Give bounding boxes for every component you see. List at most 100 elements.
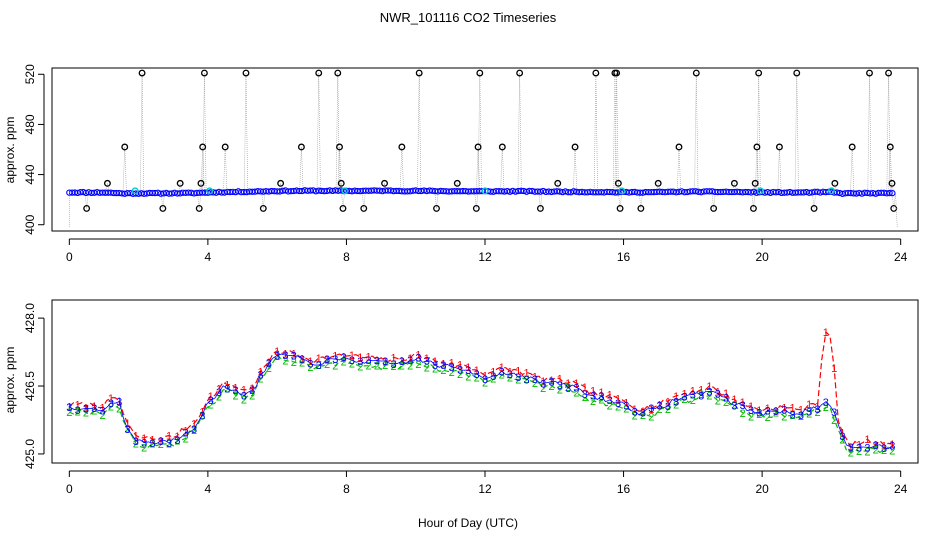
bottom-series-marker-2: 2 [257, 374, 263, 386]
bottom-series-marker-1: 1 [133, 430, 139, 442]
bottom-series-marker-3: 3 [407, 355, 413, 367]
bottom-series-marker-3: 3 [632, 406, 638, 418]
bottom-series-marker-3: 3 [598, 391, 604, 403]
top-outlier-spike [657, 183, 661, 193]
bottom-series-marker-3: 3 [540, 378, 546, 390]
x-axis-label: Hour of Day (UTC) [418, 516, 518, 530]
bottom-series-marker-2: 2 [100, 410, 106, 422]
bottom-series-marker-3: 3 [83, 403, 89, 415]
top-outlier-spike [339, 146, 342, 191]
top-outlier-spike [555, 183, 559, 192]
bottom-series-marker-1: 1 [449, 357, 455, 369]
bottom-series-marker-3: 3 [615, 398, 621, 410]
bottom-y-tick-label: 428.0 [23, 303, 37, 333]
top-outlier-spike [399, 146, 403, 191]
bottom-series-marker-1: 1 [698, 385, 704, 397]
bottom-series-marker-2: 2 [864, 446, 870, 458]
bottom-series-marker-2: 2 [341, 356, 347, 368]
bottom-series-marker-2: 2 [216, 392, 222, 404]
bottom-series-marker-3: 3 [790, 410, 796, 422]
top-data-point [889, 189, 896, 197]
top-flagged-point [131, 187, 139, 195]
bottom-series-marker-3: 3 [316, 360, 322, 372]
top-outlier-point [616, 204, 624, 212]
top-outlier-spike [500, 146, 503, 192]
top-outlier-spike [337, 73, 340, 191]
bottom-series-marker-3: 3 [266, 358, 272, 370]
bottom-series-marker-3: 3 [449, 362, 455, 374]
bottom-series-marker-2: 2 [399, 361, 405, 373]
bottom-series-marker-2: 2 [158, 439, 164, 451]
bottom-y-tick-label: 426.5 [23, 371, 37, 401]
top-outlier-spike [794, 73, 798, 193]
bottom-series-marker-3: 3 [75, 405, 81, 417]
bottom-series-marker-1: 1 [349, 350, 355, 362]
bottom-series-marker-2: 2 [507, 372, 513, 384]
bottom-series-marker-2: 2 [91, 405, 97, 417]
top-outlier-spike [614, 73, 617, 193]
bottom-series-marker-1: 1 [324, 355, 330, 367]
bottom-series-marker-1: 1 [374, 355, 380, 367]
top-outlier-spike [299, 146, 302, 191]
bottom-series-marker-3: 3 [499, 366, 505, 378]
top-outlier-spike [517, 73, 520, 192]
bottom-series-marker-1: 1 [590, 385, 596, 397]
bottom-series-marker-2: 2 [374, 360, 380, 372]
bottom-series-marker-3: 3 [532, 374, 538, 386]
bottom-series-marker-3: 3 [166, 438, 172, 450]
top-outlier-spike [339, 183, 342, 191]
bottom-series-marker-1: 1 [856, 439, 862, 451]
bottom-series-marker-2: 2 [440, 365, 446, 377]
top-outlier-point [83, 204, 91, 212]
bottom-series-marker-1: 1 [607, 390, 613, 402]
bottom-series-marker-3: 3 [199, 410, 205, 422]
bottom-series-marker-1: 1 [632, 404, 638, 416]
bottom-series-marker-1: 1 [332, 350, 338, 362]
bottom-series-marker-3: 3 [440, 360, 446, 372]
top-outlier-point [197, 179, 205, 187]
bottom-series-marker-2: 2 [465, 371, 471, 383]
top-plot-content: 0 4 8 12 16 20 24 400 440 480 520 [23, 64, 908, 264]
top-outlier-spike [318, 73, 321, 191]
bottom-y-axis-label: approx. ppm [3, 347, 17, 414]
top-flagged-point [756, 187, 764, 195]
top-outlier-point [398, 143, 406, 151]
bottom-series-marker-2: 2 [274, 351, 280, 363]
bottom-series-marker-2: 2 [490, 374, 496, 386]
top-outlier-point [592, 69, 600, 77]
bottom-series-marker-1: 1 [615, 393, 621, 405]
bottom-series-marker-3: 3 [249, 385, 255, 397]
bottom-series-marker-3: 3 [341, 352, 347, 364]
bottom-x-tick-label: 0 [66, 482, 73, 496]
bottom-series-marker-3: 3 [839, 431, 845, 443]
top-outlier-point [200, 69, 208, 77]
top-outlier-point [866, 69, 873, 77]
bottom-series-marker-1: 1 [233, 383, 239, 395]
bottom-series-marker-3: 3 [673, 396, 679, 408]
top-outlier-point [753, 143, 761, 151]
bottom-series-marker-1: 1 [839, 428, 845, 440]
top-outlier-spike [614, 73, 617, 193]
top-outlier-spike [335, 73, 339, 191]
bottom-series-marker-1: 1 [540, 376, 546, 388]
bottom-series-marker-3: 3 [424, 356, 430, 368]
bottom-series-marker-1: 1 [499, 362, 505, 374]
bottom-series-marker-1: 1 [765, 403, 771, 415]
bottom-series-marker-3: 3 [332, 354, 338, 366]
top-outlier-spike [178, 183, 181, 194]
bottom-series-marker-1: 1 [75, 399, 81, 411]
top-outlier-point [259, 204, 267, 212]
top-outlier-spike [676, 146, 680, 192]
bottom-series-marker-2: 2 [889, 446, 895, 458]
top-outlier-spike [732, 183, 735, 193]
bottom-series-marker-2: 2 [482, 377, 488, 389]
bottom-series-marker-3: 3 [748, 405, 754, 417]
bottom-series-marker-3: 3 [698, 390, 704, 402]
bottom-series-marker-2: 2 [773, 408, 779, 420]
top-outlier-point [692, 69, 700, 77]
bottom-plot-frame [51, 299, 919, 464]
bottom-series-marker-3: 3 [848, 442, 854, 454]
bottom-series-marker-2: 2 [116, 403, 122, 415]
bottom-series-marker-1: 1 [100, 402, 106, 414]
